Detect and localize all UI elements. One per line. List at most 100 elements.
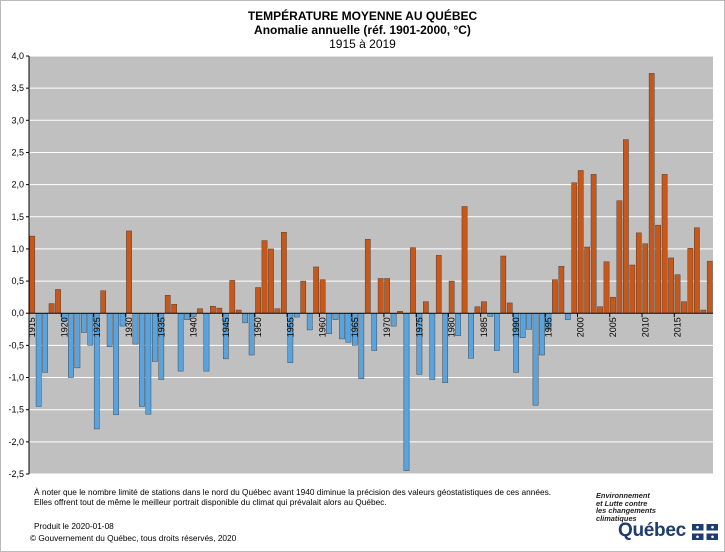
bar-1927 <box>106 313 113 347</box>
x-tick-label: 1920 <box>59 317 69 337</box>
bar-1980 <box>448 280 455 314</box>
bar-1999 <box>571 182 578 314</box>
y-tick-label: 4,0 <box>11 51 24 61</box>
bar-1982 <box>461 206 468 314</box>
bar-1985 <box>481 301 487 314</box>
bar-2009 <box>635 232 642 314</box>
bar-1930 <box>126 230 132 314</box>
bar-2016 <box>681 301 687 314</box>
x-tick-label: 2010 <box>640 317 650 337</box>
bar-2002 <box>590 174 597 314</box>
y-tick-label: 0,0 <box>11 308 24 318</box>
logo-quebec-wordmark: Québec <box>618 520 686 541</box>
bar-1987 <box>494 313 500 351</box>
bar-1928 <box>113 313 119 416</box>
x-tick-label: 1935 <box>156 317 166 337</box>
y-tick-label: 2,0 <box>11 180 24 190</box>
bar-1963 <box>339 313 345 340</box>
logo-line-1: Environnement <box>596 491 650 500</box>
bar-2004 <box>603 261 610 314</box>
bar-1942 <box>203 313 210 372</box>
bar-1978 <box>435 255 442 314</box>
y-tick-label: -0,5 <box>8 340 24 350</box>
y-tick-label: -1,0 <box>8 373 24 383</box>
bar-1917 <box>42 313 48 373</box>
bar-2011 <box>648 73 655 314</box>
bar-1919 <box>55 289 61 314</box>
logo-line-3: les changements <box>596 506 656 516</box>
bar-1926 <box>100 290 107 314</box>
bar-1970 <box>384 278 390 314</box>
bar-1948 <box>242 313 248 324</box>
bar-1944 <box>216 307 223 314</box>
x-tick-label: 1960 <box>318 317 328 337</box>
footnote-line-1: À noter que le nombre limité de stations… <box>34 487 552 497</box>
bar-1943 <box>210 305 216 314</box>
bar-2010 <box>642 243 649 314</box>
x-tick-label: 1985 <box>479 317 489 337</box>
bar-2015 <box>674 274 681 314</box>
bar-1950 <box>255 287 261 314</box>
logo-line-4: climatiques <box>596 513 637 523</box>
bar-1941 <box>197 308 203 314</box>
government-logo: Environnement et Lutte contre les change… <box>596 492 720 544</box>
bar-2013 <box>661 174 668 314</box>
fleur-de-lis-flag-icon <box>692 524 718 540</box>
x-tick-label: 1945 <box>221 317 231 337</box>
bar-2000 <box>577 170 584 314</box>
bar-2006 <box>616 200 623 314</box>
bar-1915 <box>29 235 36 314</box>
bar-2008 <box>629 264 636 314</box>
bar-1918 <box>48 303 55 314</box>
y-tick-label: 1,0 <box>11 244 24 254</box>
bar-1953 <box>274 308 281 314</box>
bar-1951 <box>261 240 268 314</box>
bar-1992 <box>526 313 532 330</box>
bar-1968 <box>371 313 378 351</box>
x-tick-label: 1970 <box>382 317 392 337</box>
bar-1973 <box>403 313 410 471</box>
bar-1938 <box>177 313 184 372</box>
temperature-anomaly-chart: 4,0 3,5 3,0 2,5 2,0 1,5 1,0 0,5 0,0 -0,5 -1,0 -1,5 -… <box>8 51 713 479</box>
y-tick-label: 1,5 <box>11 212 24 222</box>
x-tick-label: 1975 <box>414 317 424 337</box>
bar-1923 <box>81 313 87 333</box>
bar-1958 <box>306 313 313 331</box>
bar-1983 <box>468 313 474 359</box>
bar-2001 <box>584 246 590 314</box>
bar-1993 <box>532 313 539 406</box>
x-tick-label: 1980 <box>447 317 457 337</box>
bar-1984 <box>474 306 481 314</box>
bar-1937 <box>171 304 178 314</box>
bar-1969 <box>377 278 384 314</box>
y-tick-label: 3,0 <box>11 115 24 125</box>
bar-1967 <box>364 239 371 314</box>
bar-1957 <box>300 280 307 314</box>
bar-1956 <box>293 313 300 318</box>
y-tick-label: 2,5 <box>11 147 24 157</box>
logo-line-2: et Lutte contre <box>596 498 648 508</box>
x-tick-label: 1930 <box>124 317 134 337</box>
y-tick-label: -2,0 <box>8 437 24 447</box>
chart-period: 1915 à 2019 <box>329 37 396 51</box>
x-tick-label: 1940 <box>189 317 199 337</box>
x-tick-label: 1950 <box>253 317 263 337</box>
footnote-line-2: Elles offrent tout de même le meilleur p… <box>34 497 387 507</box>
bar-1974 <box>410 247 416 314</box>
x-tick-label: 2000 <box>576 317 586 337</box>
bar-1952 <box>268 248 274 314</box>
x-tick-label: 2005 <box>608 317 618 337</box>
bar-1989 <box>506 302 513 314</box>
bar-2012 <box>655 224 661 314</box>
chart-subtitle: Anomalie annuelle (réf. 1901-2000, °C) <box>254 23 471 37</box>
bar-2007 <box>623 139 629 314</box>
bar-1997 <box>558 266 565 314</box>
chart-title: TEMPÉRATURE MOYENNE AU QUÉBEC <box>247 9 478 23</box>
bar-1977 <box>429 313 436 380</box>
x-tick-label: 1995 <box>543 317 553 337</box>
y-tick-label: 3,5 <box>11 83 24 93</box>
bar-1959 <box>313 266 319 314</box>
bar-2014 <box>668 257 674 314</box>
bar-1998 <box>564 313 571 320</box>
bar-1933 <box>145 313 152 415</box>
